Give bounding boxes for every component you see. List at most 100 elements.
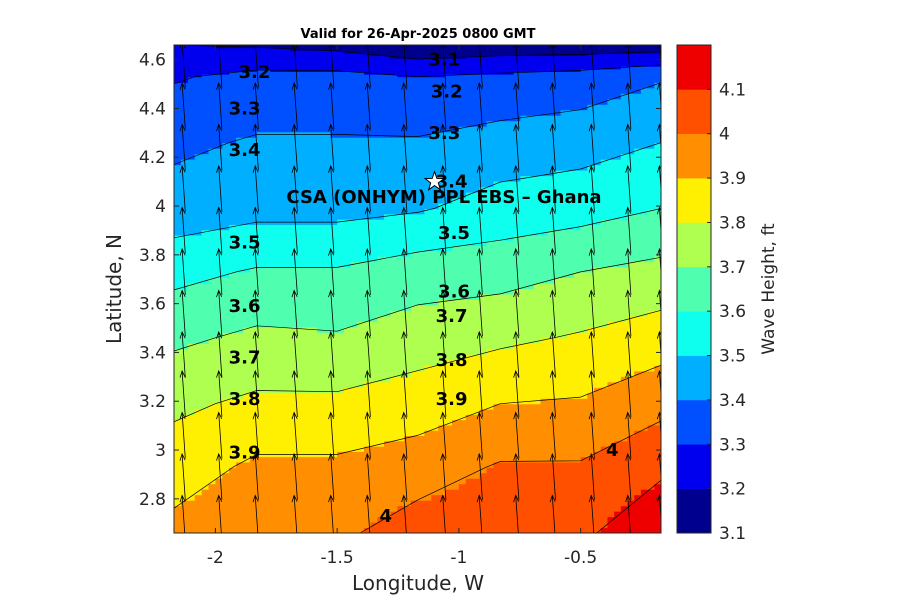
contour-fill-cell [641, 409, 648, 415]
contour-fill-cell [297, 299, 304, 305]
contour-fill-cell [411, 256, 418, 262]
contour-fill-cell [507, 495, 514, 501]
contour-fill-cell [174, 165, 182, 171]
contour-fill-cell [561, 349, 568, 355]
contour-fill-cell [459, 500, 467, 506]
contour-fill-cell [344, 310, 351, 316]
contour-fill-cell [351, 478, 358, 484]
contour-fill-cell [581, 321, 588, 327]
contour-fill-cell [581, 404, 588, 410]
contour-fill-cell [527, 299, 534, 305]
contour-fill-cell [202, 511, 210, 517]
contour-fill-cell [486, 208, 494, 214]
contour-fill-cell [486, 224, 494, 230]
contour-fill-cell [567, 283, 574, 289]
contour-fill-cell [621, 425, 628, 431]
contour-fill-cell [195, 327, 203, 333]
contour-fill-cell [473, 214, 481, 220]
contour-fill-cell [507, 261, 514, 267]
contour-fill-cell [229, 261, 237, 267]
contour-fill-cell [634, 219, 641, 225]
contour-fill-cell [567, 299, 574, 305]
contour-fill-cell [330, 435, 337, 441]
contour-fill-cell [424, 159, 432, 165]
contour-fill-cell [236, 187, 244, 193]
contour-fill-cell [466, 467, 474, 473]
contour-fill-cell [174, 462, 182, 468]
contour-fill-cell [270, 500, 277, 506]
contour-fill-cell [284, 489, 291, 495]
contour-fill-cell [587, 506, 594, 512]
contour-fill-cell [222, 181, 230, 187]
contour-fill-cell [648, 235, 655, 241]
contour-fill-cell [344, 245, 351, 251]
contour-fill-cell [547, 365, 554, 371]
contour-fill-cell [174, 489, 182, 495]
contour-fill-cell [431, 148, 439, 154]
contour-fill-cell [377, 288, 384, 294]
contour-fill-cell [209, 261, 217, 267]
contour-fill-cell [377, 343, 384, 349]
contour-fill-cell [344, 478, 351, 484]
contour-fill-cell [473, 235, 481, 241]
contour-fill-cell [507, 230, 514, 236]
contour-fill-cell [648, 354, 655, 360]
contour-fill-cell [263, 159, 270, 165]
contour-fill-cell [243, 430, 251, 436]
contour-fill-cell [181, 387, 189, 393]
contour-fill-cell [607, 420, 614, 426]
contour-fill-cell [351, 310, 358, 316]
contour-fill-cell [344, 522, 351, 528]
contour-fill-cell [561, 235, 568, 241]
contour-fill-cell [263, 489, 270, 495]
contour-fill-cell [500, 332, 507, 338]
contour-fill-cell [344, 154, 351, 160]
contour-fill-cell [344, 517, 351, 523]
contour-fill-cell [317, 240, 324, 246]
contour-fill-cell [277, 316, 284, 322]
contour-fill-cell [202, 283, 210, 289]
contour-fill-cell [337, 489, 344, 495]
contour-fill-cell [304, 500, 311, 506]
contour-fill-cell [357, 371, 364, 377]
contour-fill-cell [634, 288, 641, 294]
contour-fill-cell [554, 517, 561, 523]
contour-fill-cell [561, 277, 568, 283]
contour-fill-cell [486, 484, 494, 490]
contour-fill-cell [277, 256, 284, 262]
contour-fill-cell [607, 327, 614, 333]
contour-fill-cell [174, 435, 182, 441]
contour-fill-cell [459, 261, 467, 267]
contour-fill-cell [574, 235, 581, 241]
contour-fill-cell [284, 230, 291, 236]
contour-fill-cell [500, 208, 507, 214]
contour-fill-cell [351, 435, 358, 441]
contour-fill-cell [297, 170, 304, 176]
contour-fill-cell [195, 214, 203, 220]
contour-fill-cell [540, 214, 547, 220]
contour-fill-cell [377, 387, 384, 393]
contour-fill-cell [263, 165, 270, 171]
contour-fill-cell [540, 305, 547, 311]
contour-fill-cell [297, 435, 304, 441]
contour-fill-cell [236, 522, 244, 528]
contour-fill-cell [628, 327, 635, 333]
contour-fill-cell [344, 365, 351, 371]
contour-fill-cell [424, 165, 432, 171]
contour-fill-cell [534, 387, 541, 393]
contour-fill-cell [411, 484, 418, 490]
contour-fill-cell [284, 283, 291, 289]
contour-fill-cell [384, 277, 391, 283]
contour-fill-cell [371, 457, 378, 463]
contour-fill-cell [202, 343, 210, 349]
contour-fill-cell [317, 251, 324, 257]
contour-fill-cell [527, 288, 534, 294]
contour-fill-cell [284, 343, 291, 349]
contour-fill-cell [574, 511, 581, 517]
contour-fill-cell [445, 261, 453, 267]
contour-fill-cell [290, 382, 297, 388]
contour-fill-cell [534, 441, 541, 447]
contour-fill-cell [243, 224, 251, 230]
contour-fill-cell [561, 354, 568, 360]
contour-fill-cell [317, 393, 324, 399]
